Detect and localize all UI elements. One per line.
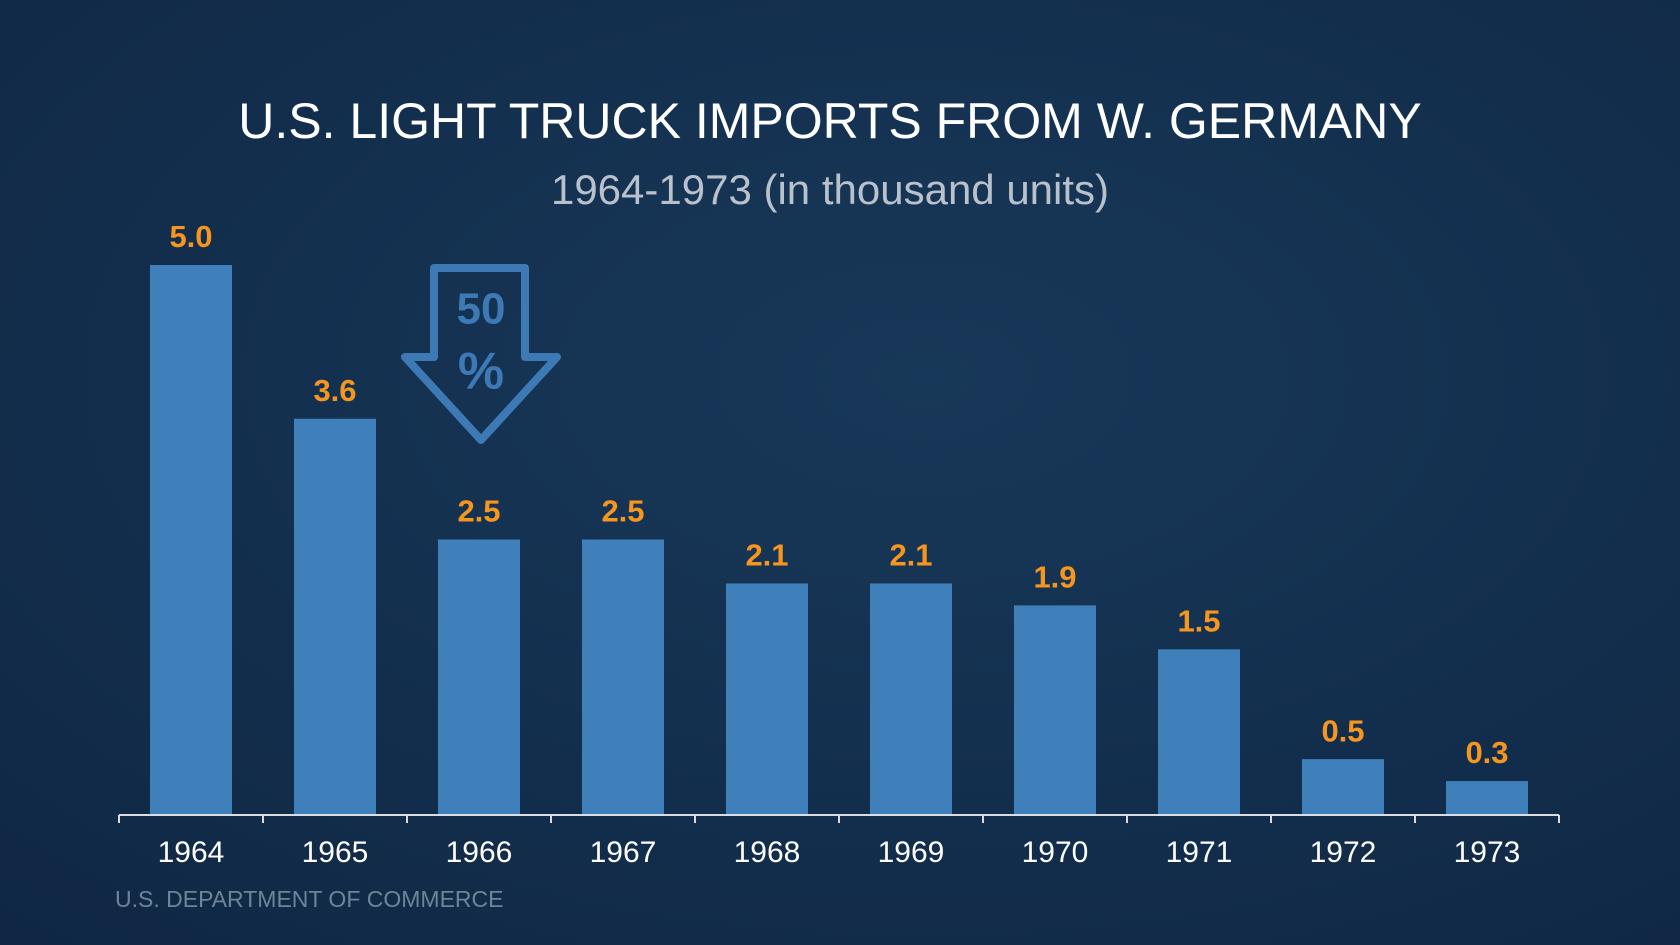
discount-icon: 50 % [401,264,561,444]
chart-subtitle: 1964-1973 (in thousand units) [551,166,1109,213]
bar [294,418,376,814]
value-label: 3.6 [313,373,356,408]
icon-symbol: % [458,343,504,401]
x-tick-label: 1972 [1310,836,1377,869]
icon-number: 50 [457,285,506,334]
bar [1014,605,1096,814]
x-tick-label: 1973 [1454,836,1521,869]
value-label: 2.1 [745,538,788,573]
x-tick-label: 1966 [446,836,513,869]
arrow-outline [401,264,561,444]
x-tick-label: 1971 [1166,836,1233,869]
value-label: 5.0 [169,219,212,254]
chart-title: U.S. LIGHT TRUCK IMPORTS FROM W. GERMANY [238,93,1421,149]
bar [150,265,232,814]
bar [1302,759,1384,814]
value-label: 2.5 [457,494,500,529]
value-label: 0.3 [1465,735,1508,770]
value-label: 2.5 [601,494,644,529]
bar [582,539,664,814]
x-tick-label: 1969 [878,836,945,869]
value-label: 2.1 [889,538,932,573]
bar [870,583,952,814]
bar [438,539,520,814]
source: U.S. DEPARTMENT OF COMMERCE [115,886,503,912]
value-label: 0.5 [1321,713,1364,748]
x-tick-label: 1968 [734,836,801,869]
bar [1158,649,1240,814]
x-tick-label: 1965 [302,836,369,869]
value-label: 1.9 [1033,560,1076,595]
x-tick-label: 1967 [590,836,657,869]
value-label: 1.5 [1177,603,1220,638]
x-tick-label: 1964 [158,836,225,869]
x-tick-label: 1970 [1022,836,1089,869]
bar [1446,781,1528,814]
bar [726,583,808,814]
